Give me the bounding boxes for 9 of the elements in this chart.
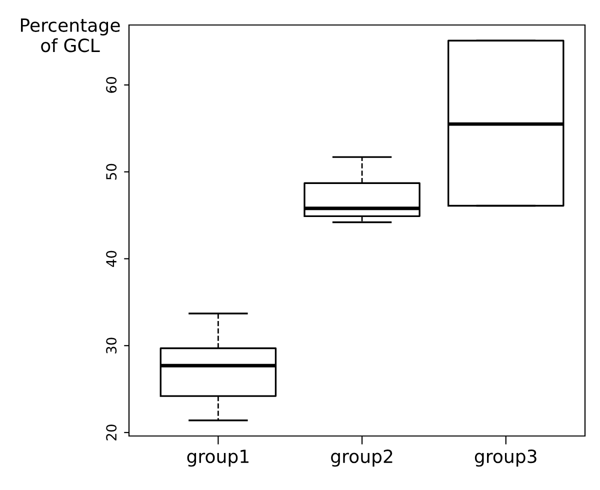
y-tick-label: 60 (106, 77, 117, 93)
y-tick-label: 20 (106, 424, 117, 440)
y-tick-label: 50 (106, 164, 117, 180)
y-tick-label: 40 (106, 250, 117, 267)
x-tick-label: group3 (474, 450, 536, 467)
y-axis-title: Percentage of GCL (20, 18, 120, 52)
x-tick-label: group1 (187, 450, 248, 467)
x-tick-label: group2 (331, 450, 392, 467)
y-tick-label: 30 (106, 338, 117, 354)
